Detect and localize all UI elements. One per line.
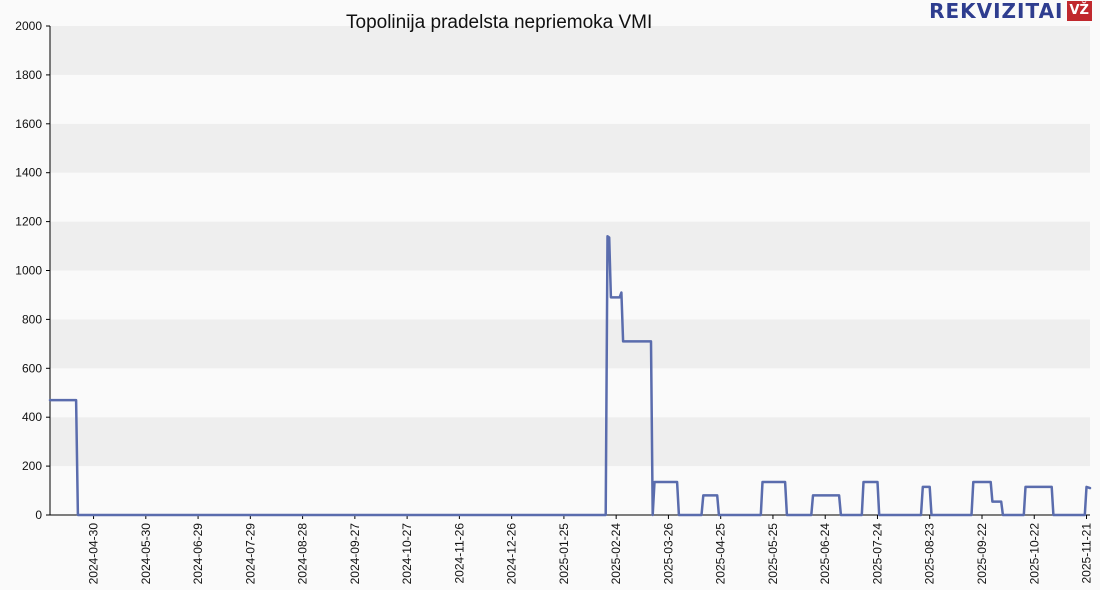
grid-bands [50,26,1090,515]
rekvizitai-logo[interactable]: REKVIZITAI VŽ [929,0,1092,23]
x-tick-label: 2025-08-23 [923,523,937,585]
grid-band [50,26,1090,75]
x-tick-label: 2025-04-25 [714,523,728,585]
chart-title: Topolinija pradelsta nepriemoka VMI [346,12,653,33]
x-tick-label: 2025-07-24 [870,523,884,585]
x-tick-label: 2024-10-27 [400,523,414,585]
x-tick-label: 2025-03-26 [661,523,675,585]
x-tick-label: 2024-05-30 [139,523,153,585]
x-tick-label: 2025-11-21 [1080,523,1094,584]
grid-band [50,466,1090,515]
x-tick-label: 2024-07-29 [243,523,257,585]
x-tick-label: 2024-08-28 [296,523,310,585]
grid-band [50,74,1090,124]
x-tick-label: 2025-09-22 [975,523,989,585]
y-tick-label: 1400 [15,166,42,180]
x-tick-label: 2025-05-25 [766,523,780,585]
y-tick-label: 800 [22,312,42,326]
x-tick-label: 2024-09-27 [348,523,362,585]
y-tick-label: 400 [22,410,42,424]
grid-band [50,368,1090,418]
y-tick-label: 200 [22,459,42,473]
x-tick-label: 2024-04-30 [87,523,101,585]
grid-band [50,270,1090,320]
x-tick-label: 2024-11-26 [452,523,466,584]
x-tick-label: 2024-12-26 [505,523,519,585]
logo-text: REKVIZITAI [929,0,1064,23]
x-tick-label: 2025-10-22 [1027,523,1041,585]
series-layer [48,235,1092,517]
y-tick-label: 1200 [15,215,42,229]
grid-band [50,319,1090,369]
grid-band [50,172,1090,222]
y-tick-label: 2000 [15,19,42,33]
x-tick-label: 2025-02-24 [609,523,623,585]
x-axis: 2024-04-30 2024-05-30 2024-06-29 2024-07-29… [50,514,1094,585]
y-tick-label: 1000 [15,264,42,278]
y-tick-label: 1600 [15,117,42,131]
y-axis: 0 200 400 600 800 1000 1200 1400 1600 1800 2000 [15,19,51,522]
grid-band [50,123,1090,173]
x-tick-label: 2024-06-29 [191,523,205,585]
grid-band [50,221,1090,271]
y-tick-label: 1800 [15,68,42,82]
logo-badge: VŽ [1066,1,1092,21]
y-tick-label: 0 [35,508,42,522]
grid-band [50,417,1090,467]
x-tick-label: 2025-06-24 [818,523,832,585]
y-tick-label: 600 [22,361,42,375]
x-tick-label: 2025-01-25 [557,523,571,585]
series-line [48,235,1092,517]
